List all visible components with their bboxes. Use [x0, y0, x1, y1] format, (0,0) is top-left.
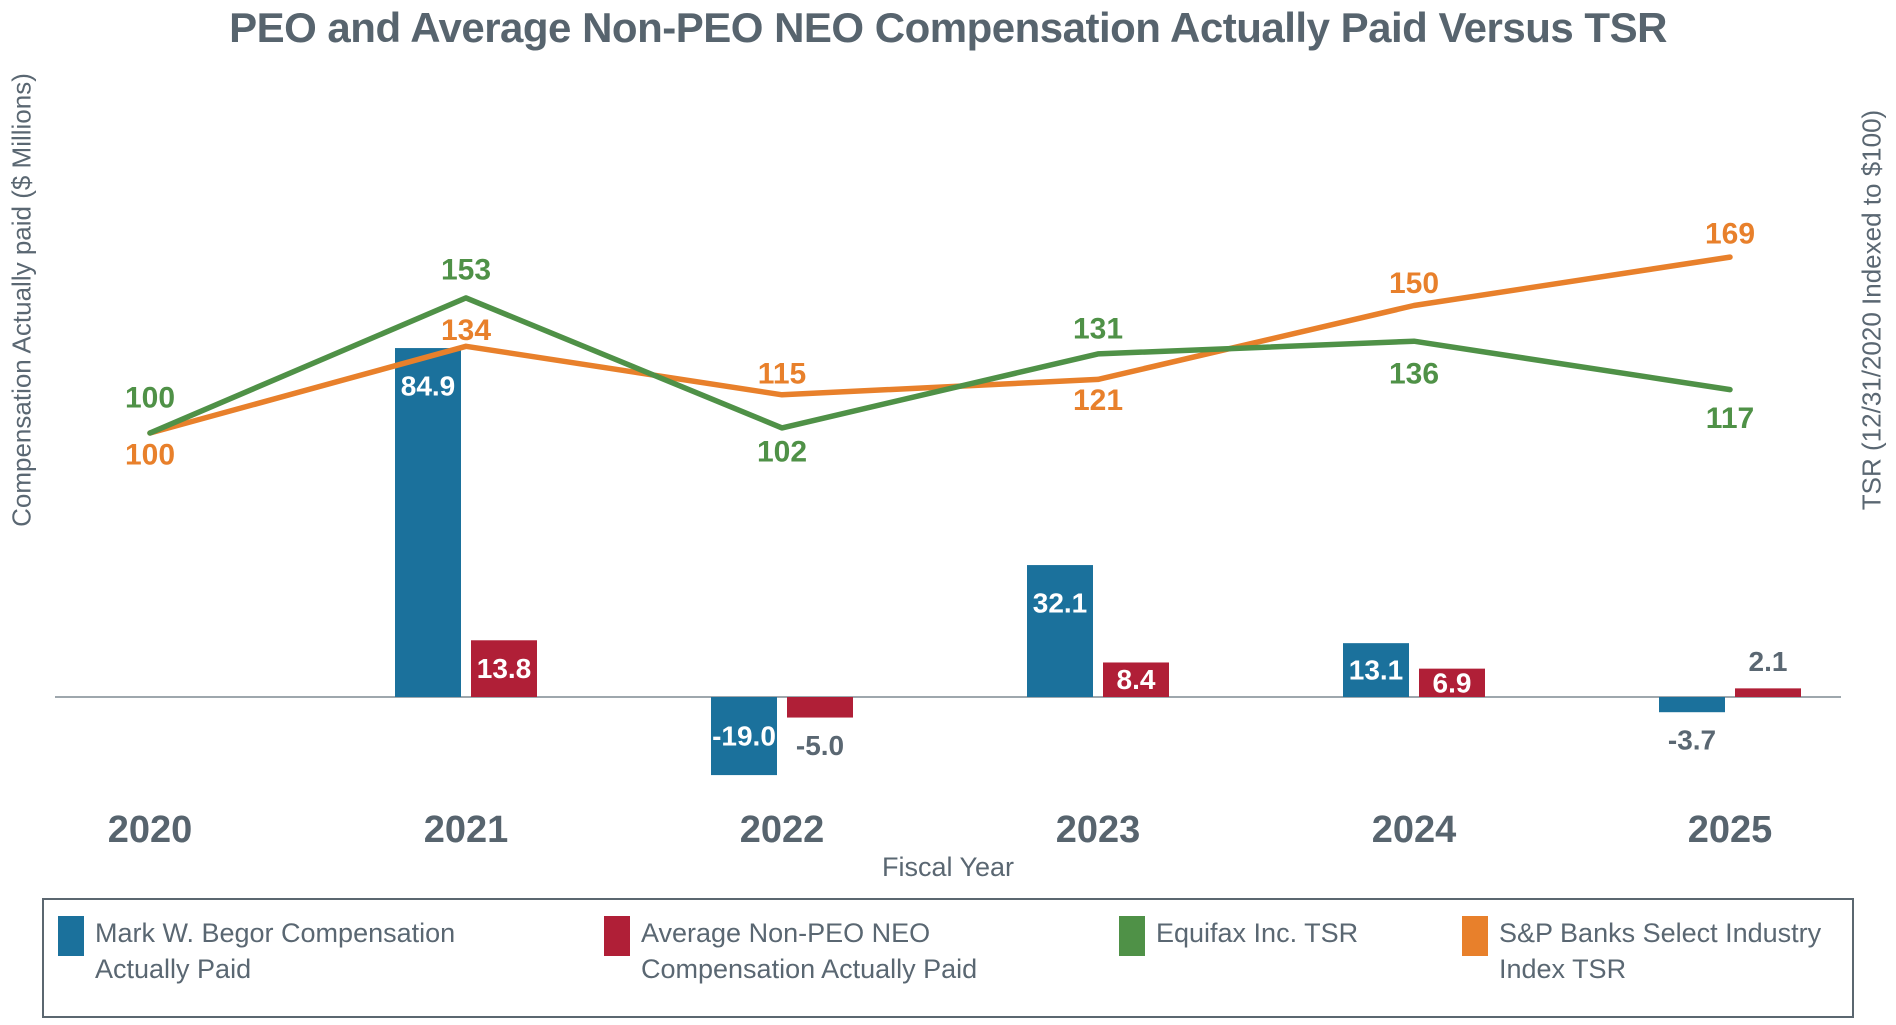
- line-value-label-equifax-2023: 131: [1073, 312, 1123, 345]
- x-tick-label-2024: 2024: [1372, 809, 1457, 851]
- x-tick-label-2025: 2025: [1688, 809, 1773, 851]
- x-tick-label-2022: 2022: [740, 809, 825, 851]
- bar-peo-2023: [1027, 565, 1093, 697]
- line-value-label-sp-2022: 115: [758, 357, 806, 390]
- line-equifax: [147, 295, 1733, 436]
- legend-item-peo-bar: Mark W. Begor Compensation Actually Paid: [58, 916, 467, 987]
- line-value-label-sp-2024: 150: [1389, 267, 1439, 300]
- legend-item-neo-bar: Average Non-PEO NEO Compensation Actuall…: [604, 916, 993, 987]
- legend-label: Equifax Inc. TSR: [1156, 918, 1359, 948]
- bar-value-label-neo-2022: -5.0: [796, 730, 844, 761]
- legend-label: S&P Banks Select Industry Index TSR: [1499, 918, 1822, 984]
- bar-peo-2021: [395, 348, 461, 697]
- bar-neo-2021: [471, 640, 537, 697]
- chart-title: PEO and Average Non-PEO NEO Compensation…: [229, 4, 1667, 51]
- bar-value-label-peo-2024: 13.1: [1349, 655, 1404, 686]
- line-value-label-equifax-2021: 153: [441, 253, 491, 286]
- line-sp: [147, 254, 1733, 436]
- bar-value-label-peo-2021: 84.9: [401, 371, 456, 402]
- line-value-label-equifax-2020: 100: [125, 382, 175, 415]
- legend-label: Average Non-PEO NEO Compensation Actuall…: [641, 918, 978, 984]
- x-axis-title: Fiscal Year: [881, 852, 1015, 882]
- line-value-label-sp-2020: 100: [125, 439, 175, 472]
- bar-value-label-peo-2023: 32.1: [1033, 588, 1088, 619]
- bar-value-label-peo-2025: -3.7: [1668, 725, 1716, 756]
- line-value-label-sp-2023: 121: [1073, 384, 1123, 417]
- x-tick-label-2023: 2023: [1056, 809, 1141, 851]
- legend-label: Mark W. Begor Compensation Actually Paid: [95, 918, 456, 984]
- bar-peo-2024: [1343, 643, 1409, 697]
- bar-neo-2025: [1735, 688, 1801, 697]
- bar-peo-2025: [1659, 697, 1725, 713]
- line-value-label-equifax-2025: 117: [1706, 402, 1754, 435]
- legend: Mark W. Begor Compensation Actually Paid…: [42, 898, 1854, 1018]
- x-tick-label-2020: 2020: [108, 809, 193, 851]
- equifax-line-legend-swatch: [1119, 916, 1145, 956]
- line-value-label-sp-2025: 169: [1705, 218, 1755, 251]
- bar-neo-2023: [1103, 662, 1169, 697]
- legend-item-sp-line: S&P Banks Select Industry Index TSR: [1462, 916, 1859, 987]
- line-value-label-equifax-2022: 102: [757, 435, 807, 468]
- line-value-label-sp-2021: 134: [441, 314, 491, 347]
- neo-bar-legend-swatch: [604, 916, 630, 956]
- line-value-label-equifax-2024: 136: [1389, 358, 1439, 391]
- sp-line-legend-swatch: [1462, 916, 1488, 956]
- bar-value-label-neo-2024: 6.9: [1433, 667, 1472, 698]
- bar-value-label-neo-2023: 8.4: [1117, 664, 1156, 695]
- x-tick-label-2021: 2021: [424, 809, 509, 851]
- bar-peo-2022: [711, 697, 777, 776]
- bar-neo-2022: [787, 697, 853, 718]
- bar-value-label-neo-2025: 2.1: [1749, 646, 1788, 677]
- bar-value-label-peo-2022: -19.0: [712, 721, 776, 752]
- legend-item-equifax-line: Equifax Inc. TSR: [1119, 916, 1416, 956]
- bar-value-label-neo-2021: 13.8: [477, 653, 532, 684]
- peo-bar-legend-swatch: [58, 916, 84, 956]
- bar-neo-2024: [1419, 668, 1485, 697]
